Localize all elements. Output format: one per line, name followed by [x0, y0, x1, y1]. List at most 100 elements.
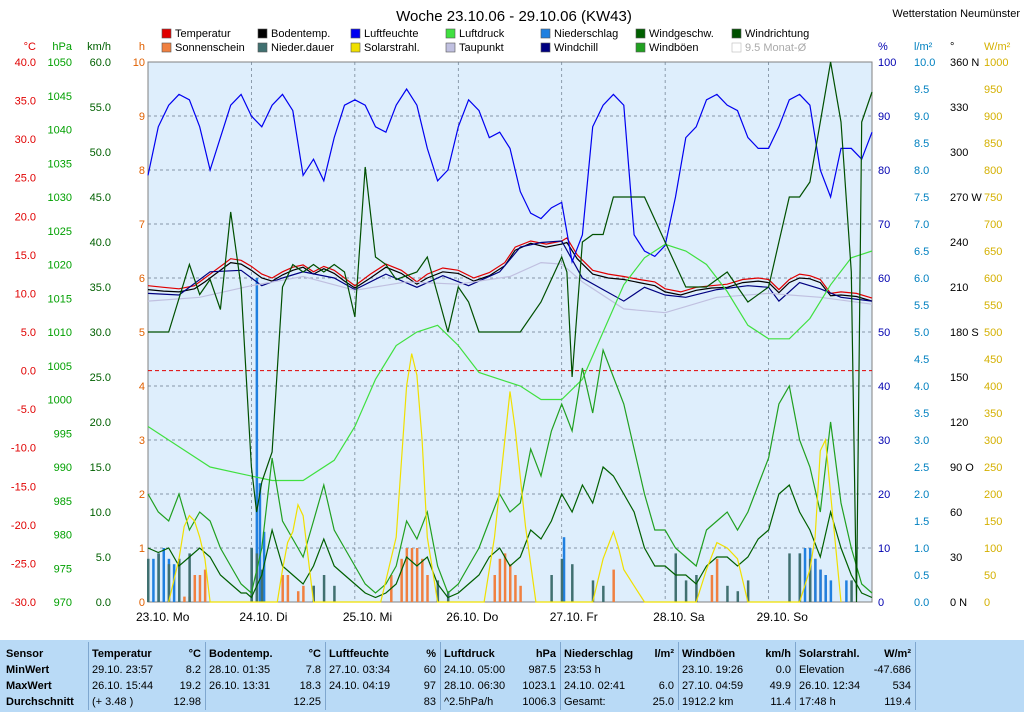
tick-label-sol: 700	[984, 219, 1002, 231]
bar-Nieder.dauer	[436, 580, 440, 602]
tick-label-temp: 25.0	[15, 173, 36, 185]
tick-label-rain: 3.0	[914, 435, 929, 447]
bar-Nieder.dauer	[188, 553, 191, 602]
line-series	[147, 61, 873, 603]
tick-label-sol: 1000	[984, 57, 1008, 69]
stat-cell-label: 23:53 h	[564, 664, 601, 676]
tick-label-dir: 270 W	[950, 192, 982, 204]
legend-label: Taupunkt	[459, 42, 504, 54]
bar-Niederschlag	[845, 580, 848, 602]
bar-Nieder.dauer	[746, 580, 750, 602]
stat-cell-value: 6.0	[658, 680, 674, 692]
legend-swatch	[540, 28, 551, 39]
stat-cell-value: 60	[423, 664, 436, 676]
bar-Sonnenschein	[281, 575, 284, 602]
legend-label: Bodentemp.	[271, 28, 330, 40]
bar-Sonnenschein	[198, 575, 202, 602]
tick-label-dir: 210	[950, 282, 968, 294]
axis-unit-sol: W/m²	[984, 41, 1011, 53]
stat-row: Elevation -47.686	[799, 664, 911, 680]
stat-header: Solarstrahl.	[799, 648, 860, 660]
bar-series	[147, 278, 853, 602]
x-tick-label: 24.10. Di	[239, 610, 287, 624]
tick-label-temp: -30.0	[11, 597, 36, 609]
bar-Nieder.dauer	[788, 553, 791, 602]
tick-label-rain: 6.5	[914, 246, 929, 258]
stat-cell-value: 19.2	[179, 680, 201, 692]
legend-swatch	[350, 28, 361, 39]
x-tick-label: 28.10. Sa	[653, 610, 705, 624]
legend-label: Windgeschw.	[649, 28, 714, 40]
tick-label-hum: 90	[878, 111, 890, 123]
tick-label-sol: 550	[984, 300, 1002, 312]
stat-cell-value: 49.9	[769, 680, 791, 692]
legend-label: Sonnenschein	[175, 42, 245, 54]
tick-label-hum: 40	[878, 381, 890, 393]
tick-label-hum: 70	[878, 219, 890, 231]
tick-label-rain: 9.0	[914, 111, 929, 123]
tick-label-hum: 60	[878, 273, 890, 285]
bar-Sonnenschein	[421, 558, 424, 602]
tick-label-rain: 1.5	[914, 516, 929, 528]
stat-cell-value: 1023.1	[522, 680, 556, 692]
stat-cell-label: MaxWert	[6, 680, 52, 692]
x-tick-label: 26.10. Do	[446, 610, 498, 624]
bar-Niederschlag	[803, 548, 807, 602]
tick-label-temp: 30.0	[15, 134, 36, 146]
bar-Nieder.dauer	[602, 585, 605, 602]
legend-swatch	[540, 42, 551, 53]
bar-Nieder.dauer	[560, 558, 564, 602]
stat-header-row: Sensor	[6, 648, 84, 664]
bar-Nieder.dauer	[808, 558, 812, 602]
stat-column: Windböen km/h 23.10. 19:26 0.0 27.10. 04:59 4…	[678, 642, 796, 710]
tick-label-temp: 15.0	[15, 250, 36, 262]
legend-swatch	[350, 42, 361, 53]
tick-label-sun: 10	[133, 57, 145, 69]
series-line-Windrichtung	[148, 61, 873, 603]
bar-Nieder.dauer	[312, 585, 315, 602]
tick-label-sol: 200	[984, 489, 1002, 501]
stat-row: Gesamt: 25.0	[564, 696, 674, 712]
tick-label-sun: 0	[139, 597, 145, 609]
tick-label-dir: 30	[950, 552, 962, 564]
stat-cell-label: 26.10. 12:34	[799, 680, 861, 692]
stat-cell-label: 17:48 h	[799, 696, 836, 708]
bar-Sonnenschein	[514, 575, 517, 602]
stat-cell-label: 28.10. 06:30	[444, 680, 506, 692]
legend-label: Windchill	[554, 42, 598, 54]
bar-Niederschlag	[829, 580, 833, 602]
tick-label-wind: 5.0	[96, 552, 111, 564]
stat-cell-value: 18.3	[299, 680, 321, 692]
stat-unit: l/m²	[654, 648, 674, 660]
bar-Sonnenschein	[415, 548, 419, 602]
stat-cell-label: 28.10. 01:35	[209, 664, 271, 676]
stat-cell-value: 11.4	[770, 696, 791, 708]
stat-row: 12.25	[209, 696, 321, 712]
bar-Sonnenschein	[302, 585, 305, 602]
bar-Sonnenschein	[498, 558, 502, 602]
tick-label-hum: 80	[878, 165, 890, 177]
tick-label-rain: 3.5	[914, 408, 929, 420]
bar-Nieder.dauer	[571, 564, 574, 602]
bar-Nieder.dauer	[250, 548, 253, 602]
axis-unit-rain: l/m²	[914, 41, 933, 53]
tick-label-press: 1020	[48, 260, 72, 272]
bar-Nieder.dauer	[255, 553, 259, 602]
x-tick-label: 27.10. Fr	[550, 610, 598, 624]
stat-cell-label: 24.10. 04:19	[329, 680, 391, 692]
tick-label-press: 1040	[48, 125, 72, 137]
stat-row: MaxWert	[6, 680, 84, 696]
tick-label-sun: 3	[139, 435, 145, 447]
bar-Nieder.dauer	[322, 575, 326, 602]
legend: Temperatur Sonnenschein Bodentemp. Nieder.d…	[161, 28, 809, 54]
tick-label-dir: 330	[950, 102, 968, 114]
bar-Nieder.dauer	[147, 558, 150, 602]
legend-label: Luftdruck	[459, 28, 505, 40]
stat-row: 26.10. 12:34 534	[799, 680, 911, 696]
stat-row: ^2.5hPa/h 1006.3	[444, 696, 556, 712]
stat-unit: W/m²	[884, 648, 911, 660]
tick-label-sun: 1	[139, 543, 145, 555]
stat-column: Niederschlag l/m² 23:53 h 24.10. 02:41 6.0 Ge…	[560, 642, 679, 710]
stat-cell-value: 8.2	[185, 664, 201, 676]
tick-label-sol: 150	[984, 516, 1002, 528]
